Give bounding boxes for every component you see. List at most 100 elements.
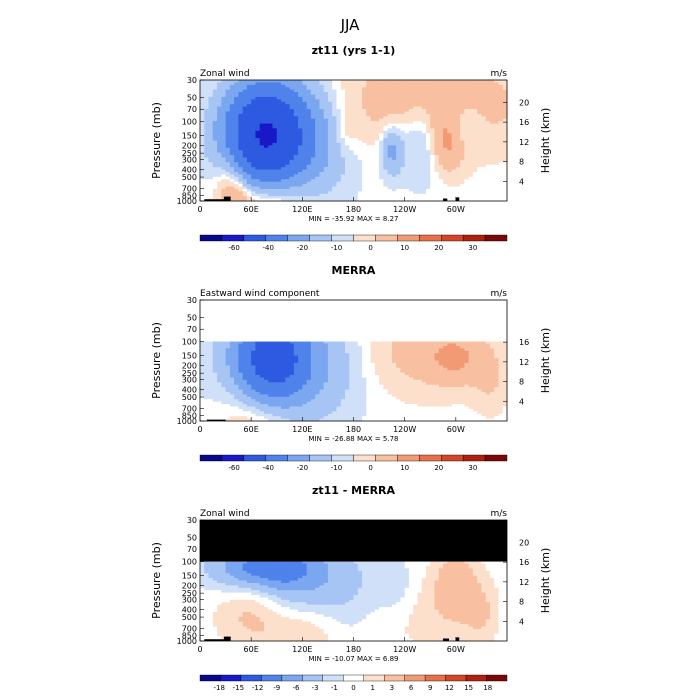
heatmap-cell: [421, 150, 427, 153]
heatmap-cell: [272, 106, 278, 110]
heatmap-cell: [229, 116, 235, 120]
heatmap-cell: [212, 167, 218, 170]
heatmap-cell: [430, 80, 435, 83]
heatmap-cell: [357, 162, 363, 166]
heatmap-cell: [443, 145, 448, 149]
heatmap-cell: [434, 92, 440, 95]
heatmap-cell: [464, 150, 470, 153]
heatmap-cell: [246, 184, 252, 187]
heatmap-cell: [310, 152, 316, 156]
heatmap-cell: [404, 186, 410, 190]
x-tick-label: 60W: [447, 205, 465, 214]
heatmap-cell: [421, 82, 427, 86]
heatmap-cell: [481, 184, 487, 187]
heatmap-cell: [362, 116, 367, 120]
heatmap-cell: [396, 193, 401, 197]
heatmap-cell: [481, 138, 487, 141]
heatmap-cell: [425, 140, 431, 144]
heatmap-cell: [460, 174, 465, 178]
heatmap-cell: [281, 101, 286, 105]
heatmap-cell: [276, 164, 282, 168]
heatmap-cell: [425, 111, 431, 115]
heatmap-cell: [251, 89, 256, 93]
heatmap-cell: [349, 94, 354, 98]
heatmap-cell: [421, 174, 427, 178]
heatmap-cell: [349, 113, 354, 117]
heatmap-cell: [242, 188, 248, 192]
heatmap-cell: [460, 96, 465, 100]
heatmap-cell: [272, 155, 278, 158]
x-tick-label: 120W: [393, 205, 416, 214]
heatmap-cell: [212, 133, 218, 137]
heatmap-cell: [315, 111, 320, 115]
heatmap-cell: [225, 164, 231, 168]
heatmap-cell: [344, 140, 350, 144]
heatmap-cell: [387, 123, 393, 127]
heatmap-cell: [336, 145, 342, 149]
heatmap-cell: [417, 111, 423, 115]
heatmap-cell: [357, 94, 363, 98]
heatmap-cell: [408, 162, 414, 166]
heatmap-cell: [357, 101, 363, 105]
heatmap-cell: [396, 157, 401, 161]
heatmap-cell: [259, 181, 265, 185]
heatmap-cell: [464, 145, 470, 149]
heatmap-cell: [306, 128, 312, 132]
heatmap-cell: [246, 162, 252, 166]
heatmap-cell: [221, 138, 226, 141]
heatmap-cell: [434, 186, 440, 190]
heatmap-cell: [417, 118, 423, 122]
heatmap-cell: [362, 152, 367, 156]
heatmap-cell: [455, 162, 461, 166]
heatmap-cell: [443, 191, 448, 195]
heatmap-cell: [353, 191, 359, 195]
heatmap-cell: [438, 104, 444, 108]
heatmap-cell: [225, 179, 231, 183]
heatmap-cell: [336, 176, 342, 180]
heatmap-cell: [349, 138, 354, 141]
heatmap-cell: [391, 193, 397, 197]
heatmap-cell: [200, 191, 205, 195]
heatmap-cell: [340, 128, 346, 132]
heatmap-cell: [221, 80, 226, 83]
heatmap-cell: [319, 171, 325, 175]
heatmap-cell: [344, 123, 350, 127]
heatmap-cell: [383, 155, 389, 158]
heatmap-cell: [430, 179, 435, 183]
heatmap-cell: [455, 89, 461, 93]
heatmap-cell: [387, 176, 393, 180]
heatmap-cell: [468, 106, 474, 110]
heatmap-cell: [391, 111, 397, 115]
heatmap-cell: [447, 125, 452, 129]
heatmap-cell: [263, 196, 269, 199]
heatmap-cell: [229, 109, 235, 112]
heatmap-cell: [477, 128, 482, 132]
heatmap-cell: [498, 188, 504, 192]
heatmap-cell: [447, 94, 452, 98]
heatmap-cell: [242, 179, 248, 183]
heatmap-cell: [502, 167, 508, 170]
heatmap-cell: [494, 188, 499, 192]
heatmap-cell: [217, 94, 222, 98]
heatmap-cell: [229, 176, 235, 180]
heatmap-cell: [276, 138, 282, 141]
heatmap-cell: [319, 99, 325, 103]
heatmap-cell: [425, 162, 431, 166]
heatmap-cell: [489, 109, 495, 112]
heatmap-cell: [391, 121, 397, 124]
heatmap-cell: [315, 174, 320, 178]
heatmap-cell: [221, 89, 226, 93]
heatmap-cell: [447, 109, 452, 112]
heatmap-cell: [327, 145, 333, 149]
heatmap-cell: [204, 169, 209, 173]
heatmap-cell: [289, 155, 295, 158]
heatmap-cell: [425, 167, 431, 170]
heatmap-cell: [464, 84, 470, 88]
heatmap-cell: [387, 82, 393, 86]
heatmap-cell: [272, 94, 278, 98]
heatmap-cell: [268, 92, 273, 95]
heatmap-cell: [263, 89, 269, 93]
heatmap-cell: [285, 121, 290, 124]
heatmap-cell: [489, 191, 495, 195]
heatmap-cell: [472, 162, 478, 166]
